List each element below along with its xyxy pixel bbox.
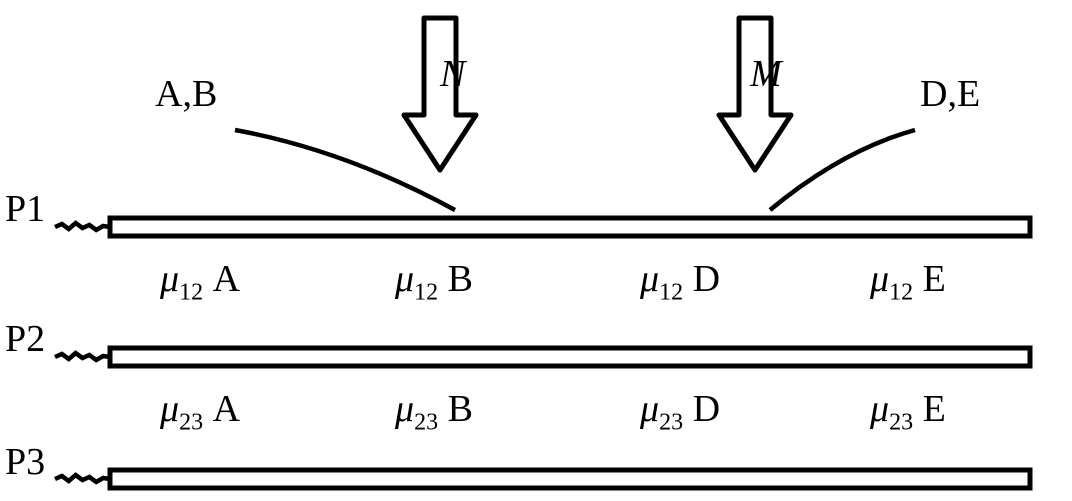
arrow-m-label: M	[750, 52, 782, 96]
mu-12-D: μ12 D	[640, 257, 720, 307]
mu-23-B: μ23 B	[395, 387, 473, 437]
mu-23-E: μ23 E	[870, 387, 946, 437]
plate-lead	[55, 223, 110, 230]
mu-23-D: μ23 D	[640, 387, 720, 437]
plate-lead	[55, 475, 110, 482]
pointer-curve	[770, 130, 915, 210]
mu-12-E: μ12 E	[870, 257, 946, 307]
pointer-ab-label: A,B	[155, 72, 217, 116]
pointer-de-label: D,E	[920, 72, 980, 116]
mu-23-A: μ23 A	[160, 387, 240, 437]
mu-12-A: μ12 A	[160, 257, 240, 307]
arrow-n-label: N	[440, 52, 465, 96]
plate-p1-label: P1	[5, 187, 45, 231]
plate-lead	[55, 353, 110, 360]
plate-p2-label: P2	[5, 317, 45, 361]
plate-bar	[110, 348, 1030, 366]
plate-p3-label: P3	[5, 440, 45, 484]
mu-12-B: μ12 B	[395, 257, 473, 307]
plate-bar	[110, 218, 1030, 236]
plate-bar	[110, 470, 1030, 488]
